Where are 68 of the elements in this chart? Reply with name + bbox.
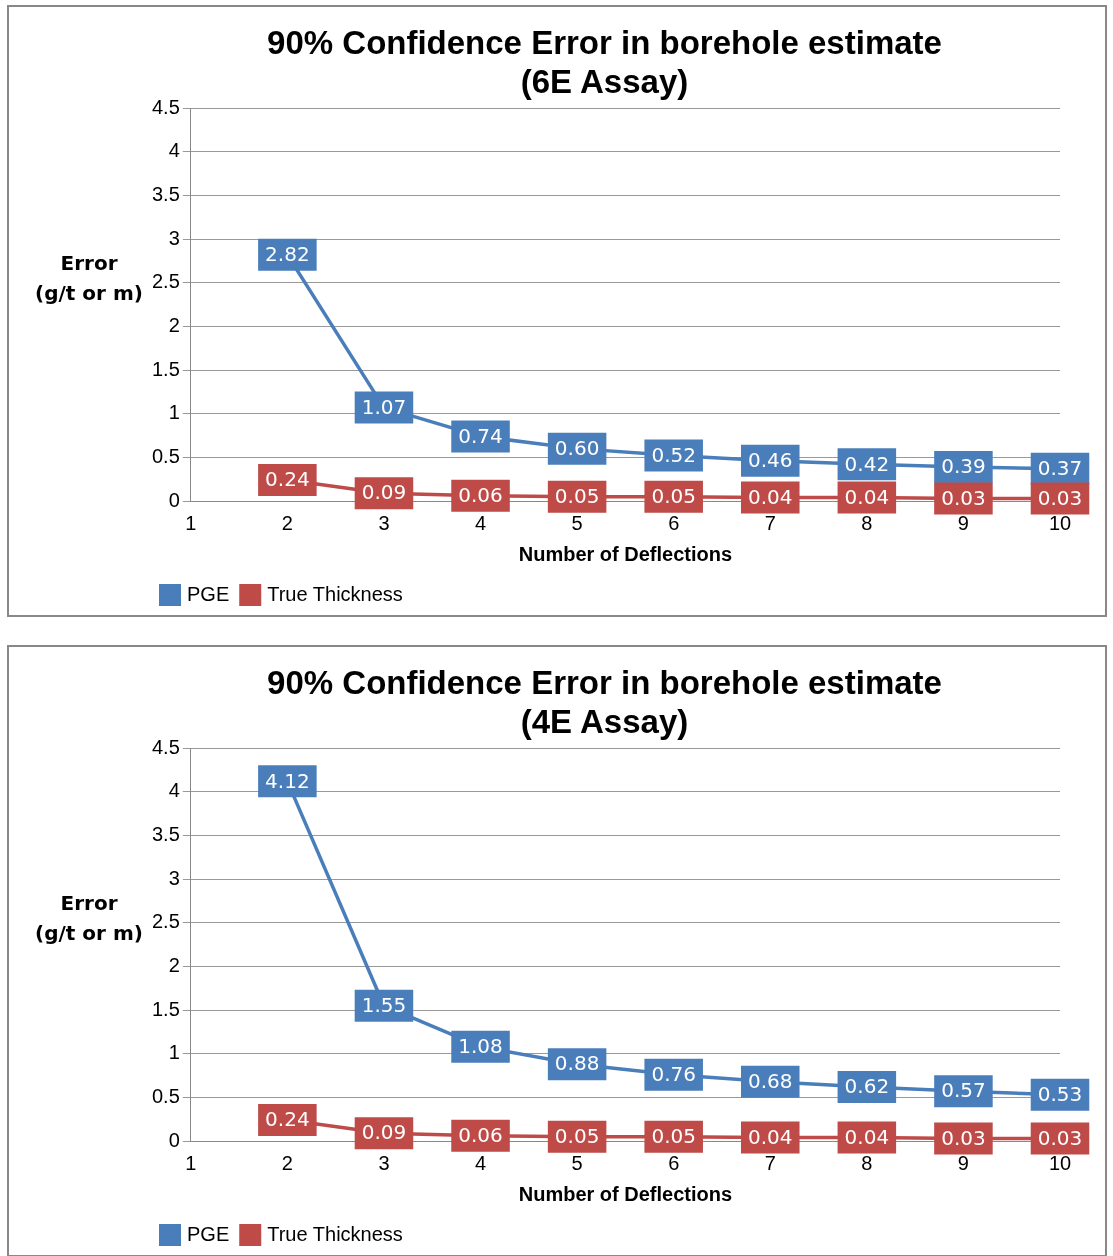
x-tick-label: 7 bbox=[764, 1151, 776, 1174]
x-tick-label: 8 bbox=[861, 1151, 873, 1174]
data-label: 1.07 bbox=[361, 394, 407, 419]
x-tick-label: 1 bbox=[185, 511, 197, 534]
legend-label: PGE bbox=[187, 1222, 230, 1245]
y-tick-label: 2.5 bbox=[151, 270, 180, 293]
y-tick-label: 2 bbox=[168, 313, 180, 336]
data-label: 0.62 bbox=[844, 1074, 890, 1099]
x-tick-label: 1 bbox=[185, 1151, 197, 1174]
chart-title: 90% Confidence Error in borehole estimate (4E Assay) bbox=[267, 663, 942, 741]
y-tick-label: 1 bbox=[168, 401, 180, 424]
y-tick-label: 4.5 bbox=[151, 735, 180, 758]
data-label: 0.60 bbox=[554, 435, 600, 460]
data-label: 1.55 bbox=[361, 992, 407, 1017]
y-tick-label: 2.5 bbox=[151, 910, 180, 933]
legend-label: True Thickness bbox=[267, 1222, 403, 1245]
data-label: 0.88 bbox=[554, 1051, 600, 1076]
x-tick-label: 6 bbox=[668, 1151, 680, 1174]
data-label: 1.08 bbox=[458, 1033, 503, 1058]
x-tick-label: 9 bbox=[957, 1151, 969, 1174]
chart-title: 90% Confidence Error in borehole estimate (6E Assay) bbox=[267, 23, 942, 101]
x-tick-label: 5 bbox=[571, 511, 583, 534]
y-axis-title: Error (g/t or m) bbox=[35, 890, 143, 945]
y-tick-label: 4 bbox=[168, 139, 180, 162]
y-tick-label: 4.5 bbox=[151, 95, 180, 118]
legend-label: PGE bbox=[187, 582, 230, 605]
x-tick-label: 2 bbox=[281, 511, 293, 534]
x-axis-title: Number of Deflections bbox=[518, 1182, 733, 1205]
x-tick-label: 2 bbox=[281, 1151, 293, 1174]
x-tick-label: 7 bbox=[764, 511, 776, 534]
data-label: 0.52 bbox=[651, 442, 696, 467]
x-axis-title: Number of Deflections bbox=[518, 542, 733, 565]
data-label: 0.76 bbox=[651, 1061, 696, 1086]
data-label: 0.46 bbox=[748, 448, 793, 473]
data-label: 0.57 bbox=[941, 1078, 986, 1103]
x-tick-label: 4 bbox=[474, 1151, 487, 1174]
y-tick-label: 1.5 bbox=[151, 357, 180, 380]
data-label: 0.53 bbox=[1037, 1081, 1083, 1106]
x-tick-label: 10 bbox=[1048, 511, 1072, 534]
y-tick-label: 3 bbox=[168, 226, 180, 249]
data-label: 0.37 bbox=[1037, 455, 1083, 480]
y-tick-label: 1.5 bbox=[151, 997, 180, 1020]
legend-label: True Thickness bbox=[267, 582, 403, 605]
x-tick-label: 3 bbox=[378, 511, 390, 534]
x-tick-label: 8 bbox=[861, 511, 873, 534]
x-tick-label: 3 bbox=[378, 1151, 390, 1174]
x-tick-label: 9 bbox=[957, 511, 969, 534]
x-tick-label: 6 bbox=[668, 511, 680, 534]
y-tick-label: 0.5 bbox=[151, 1084, 180, 1107]
x-tick-label: 4 bbox=[474, 511, 487, 534]
data-label: 4.12 bbox=[265, 768, 310, 793]
y-tick-label: 2 bbox=[168, 953, 180, 976]
y-tick-label: 4 bbox=[168, 779, 180, 802]
data-label: 2.82 bbox=[265, 242, 310, 267]
y-tick-label: 0.5 bbox=[151, 444, 180, 467]
x-tick-label: 10 bbox=[1048, 1151, 1072, 1174]
y-tick-label: 3 bbox=[168, 866, 180, 889]
y-axis-title: Error (g/t or m) bbox=[35, 250, 143, 305]
y-tick-label: 0 bbox=[168, 488, 180, 511]
y-tick-label: 1 bbox=[168, 1041, 180, 1064]
data-label: 0.74 bbox=[458, 423, 503, 448]
data-label: 0.68 bbox=[748, 1068, 793, 1093]
x-tick-label: 5 bbox=[571, 1151, 583, 1174]
y-tick-label: 3.5 bbox=[151, 183, 180, 205]
data-label: 0.42 bbox=[844, 451, 890, 476]
data-label: 0.39 bbox=[941, 454, 986, 479]
y-tick-label: 0 bbox=[168, 1128, 180, 1151]
y-tick-label: 3.5 bbox=[151, 823, 180, 845]
